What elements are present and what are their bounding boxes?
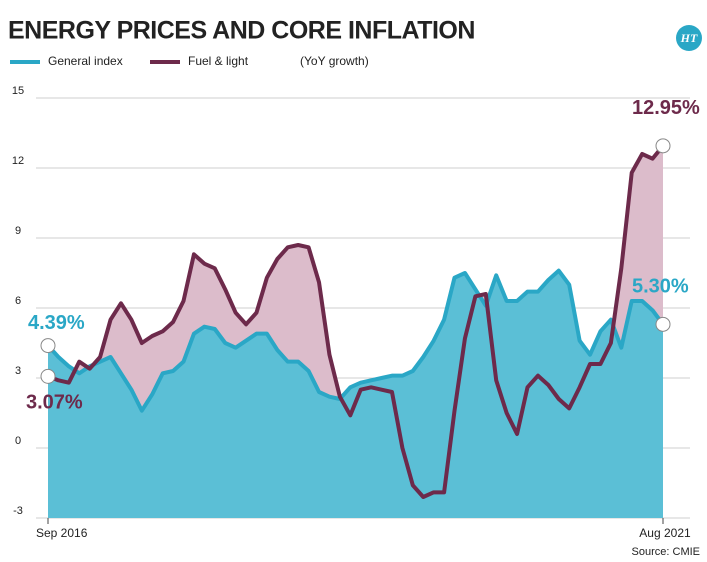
y-tick-label: 15 [12, 85, 24, 97]
legend-label: General index [48, 54, 123, 68]
point-marker [40, 338, 56, 354]
y-tick-label: 9 [15, 225, 21, 237]
logo-badge [676, 25, 702, 51]
value-label: 5.30% [632, 276, 689, 298]
value-label: 3.07% [26, 392, 83, 414]
subtitle: (YoY growth) [300, 54, 369, 68]
logo: HT [680, 31, 698, 45]
y-tick-label: -3 [13, 505, 23, 517]
value-label: 12.95% [632, 97, 700, 119]
x-tick-label: Sep 2016 [36, 526, 88, 540]
line [47, 144, 665, 499]
y-tick-label: 6 [15, 295, 21, 307]
value-label: 4.39% [28, 312, 85, 334]
area [48, 270, 663, 518]
chart-title: ENERGY PRICES AND CORE INFLATION [8, 17, 475, 45]
source: Source: CMIE [632, 546, 700, 558]
y-tick-label: 3 [15, 365, 21, 377]
point-marker [40, 368, 56, 384]
point-marker [655, 138, 671, 154]
point-marker [655, 316, 671, 332]
legend-label: Fuel & light [188, 54, 249, 68]
y-tick-label: 0 [15, 435, 21, 447]
x-tick-label: Aug 2021 [639, 526, 691, 540]
line [46, 268, 665, 413]
y-tick-label: 12 [12, 155, 24, 167]
